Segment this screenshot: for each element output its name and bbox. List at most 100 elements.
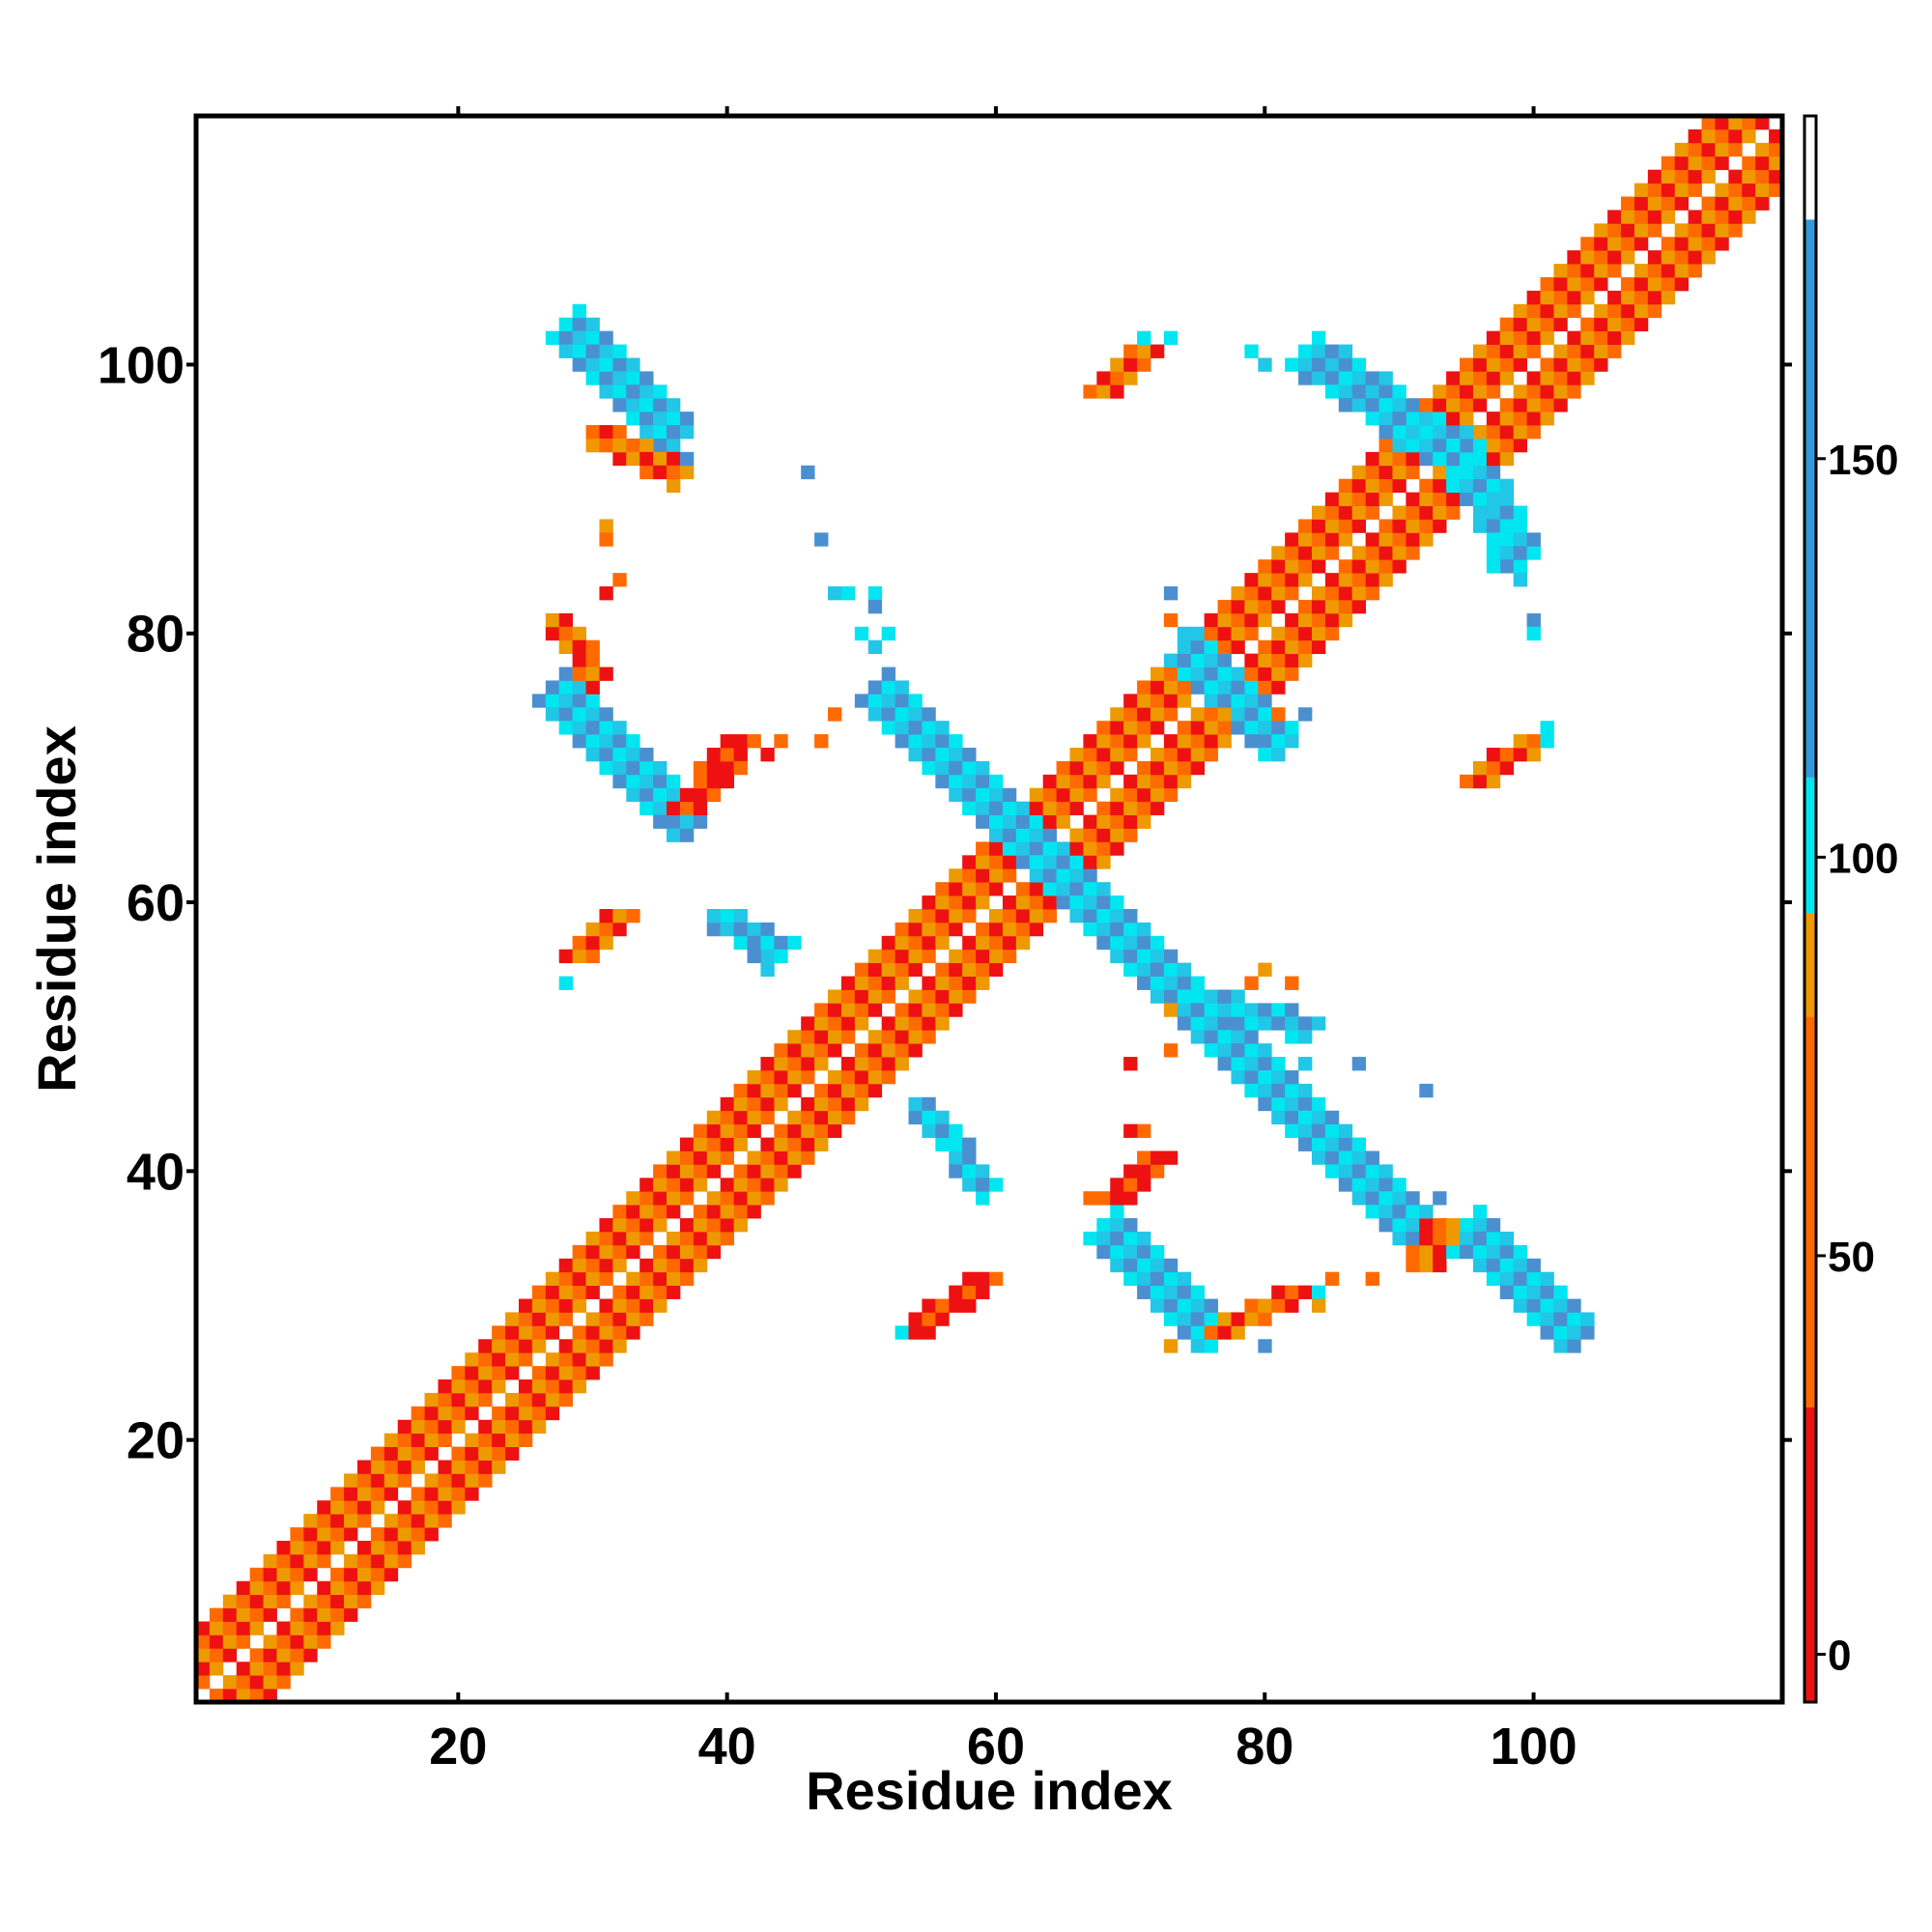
heatmap-cell xyxy=(774,1069,788,1085)
heatmap-cell xyxy=(774,1043,788,1058)
heatmap-cell xyxy=(854,1083,869,1098)
heatmap-cell xyxy=(733,1110,748,1125)
heatmap-cell xyxy=(585,1231,600,1246)
heatmap-cell xyxy=(1446,398,1461,412)
heatmap-cell xyxy=(330,1621,345,1635)
heatmap-cell xyxy=(222,1634,238,1649)
heatmap-cell xyxy=(384,1473,399,1488)
heatmap-cell xyxy=(1217,1057,1232,1071)
heatmap-cell xyxy=(1271,748,1286,762)
heatmap-cell xyxy=(1110,841,1124,856)
heatmap-cell xyxy=(344,1553,358,1569)
heatmap-cell xyxy=(572,317,586,332)
heatmap-cell xyxy=(505,1312,520,1326)
heatmap-cell xyxy=(438,1473,452,1488)
heatmap-cell xyxy=(679,1178,695,1192)
heatmap-cell xyxy=(599,1218,613,1233)
heatmap-cell xyxy=(1231,1057,1245,1071)
heatmap-cell xyxy=(317,1580,331,1596)
heatmap-cell xyxy=(558,639,574,655)
heatmap-cell xyxy=(1110,814,1124,829)
heatmap-cell xyxy=(397,1514,412,1528)
heatmap-cell xyxy=(1137,1123,1151,1138)
heatmap-cell xyxy=(1204,1043,1218,1058)
heatmap-cell xyxy=(1460,371,1474,385)
heatmap-cell xyxy=(1688,169,1702,184)
heatmap-cell xyxy=(935,748,950,762)
heatmap-cell xyxy=(1433,478,1447,494)
heatmap-cell xyxy=(1540,384,1554,399)
heatmap-cell xyxy=(1378,371,1393,385)
heatmap-cell xyxy=(881,1057,895,1071)
heatmap-cell xyxy=(465,1433,479,1448)
heatmap-cell xyxy=(1137,694,1151,708)
heatmap-cell xyxy=(922,707,936,722)
heatmap-cell xyxy=(612,734,627,749)
heatmap-cell xyxy=(1486,532,1501,547)
heatmap-cell xyxy=(1231,1043,1245,1058)
heatmap-cell xyxy=(330,1580,345,1596)
heatmap-cell xyxy=(1621,196,1635,211)
heatmap-cell xyxy=(356,1553,372,1569)
heatmap-cell xyxy=(653,1218,668,1233)
heatmap-cell xyxy=(1688,264,1702,278)
y-tick-label: 40 xyxy=(127,1143,185,1201)
heatmap-cell xyxy=(1634,196,1649,211)
heatmap-cell xyxy=(881,962,895,977)
heatmap-cell xyxy=(1365,1205,1379,1219)
heatmap-cell xyxy=(653,1191,668,1206)
heatmap-cell xyxy=(263,1607,277,1622)
heatmap-cell xyxy=(693,1178,708,1192)
heatmap-cell xyxy=(263,1567,277,1582)
heatmap-cell xyxy=(1540,276,1554,292)
heatmap-cell xyxy=(344,1514,358,1528)
heatmap-cell xyxy=(828,1083,842,1098)
heatmap-cell xyxy=(1110,895,1124,910)
heatmap-cell xyxy=(1526,546,1541,560)
heatmap-cell xyxy=(558,694,574,708)
heatmap-cell xyxy=(612,1244,627,1260)
heatmap-cell xyxy=(1486,330,1501,345)
heatmap-cell xyxy=(1163,748,1179,762)
heatmap-cell xyxy=(1338,478,1353,494)
heatmap-cell xyxy=(518,1312,533,1326)
heatmap-cell xyxy=(1419,1218,1434,1233)
heatmap-cell xyxy=(1499,559,1515,574)
heatmap-cell xyxy=(1499,748,1515,762)
heatmap-cell xyxy=(747,1205,761,1219)
heatmap-cell xyxy=(599,330,613,345)
heatmap-cell xyxy=(1580,250,1595,265)
heatmap-cell xyxy=(787,1110,802,1125)
heatmap-cell xyxy=(1231,599,1245,614)
heatmap-cell xyxy=(720,1178,735,1192)
heatmap-cell xyxy=(1688,223,1702,238)
heatmap-cell xyxy=(303,1541,318,1555)
heatmap-cell xyxy=(465,1473,479,1488)
heatmap-cell xyxy=(693,1205,708,1219)
heatmap-cell xyxy=(1285,976,1299,990)
heatmap-cell xyxy=(1499,760,1515,776)
heatmap-cell xyxy=(438,1392,452,1407)
heatmap-cell xyxy=(344,1500,358,1515)
heatmap-cell xyxy=(1378,438,1393,453)
heatmap-cell xyxy=(1190,1312,1206,1326)
heatmap-cell xyxy=(1499,478,1515,494)
heatmap-cell xyxy=(1029,855,1044,869)
heatmap-cell xyxy=(196,1648,211,1662)
heatmap-cell xyxy=(949,774,963,789)
heatmap-cell xyxy=(1137,344,1151,358)
heatmap-cell xyxy=(1351,546,1367,560)
heatmap-cell xyxy=(1351,1151,1367,1165)
heatmap-cell xyxy=(949,989,963,1004)
heatmap-cell xyxy=(1298,1096,1313,1112)
heatmap-cell xyxy=(531,1419,547,1435)
heatmap-cell xyxy=(1351,1178,1367,1192)
heatmap-cell xyxy=(478,1460,493,1474)
heatmap-cell xyxy=(1378,573,1393,587)
heatmap-cell xyxy=(558,949,574,964)
heatmap-cell xyxy=(1311,546,1326,560)
heatmap-cell xyxy=(1258,667,1272,681)
heatmap-cell xyxy=(276,1594,291,1608)
heatmap-cell xyxy=(679,814,695,829)
